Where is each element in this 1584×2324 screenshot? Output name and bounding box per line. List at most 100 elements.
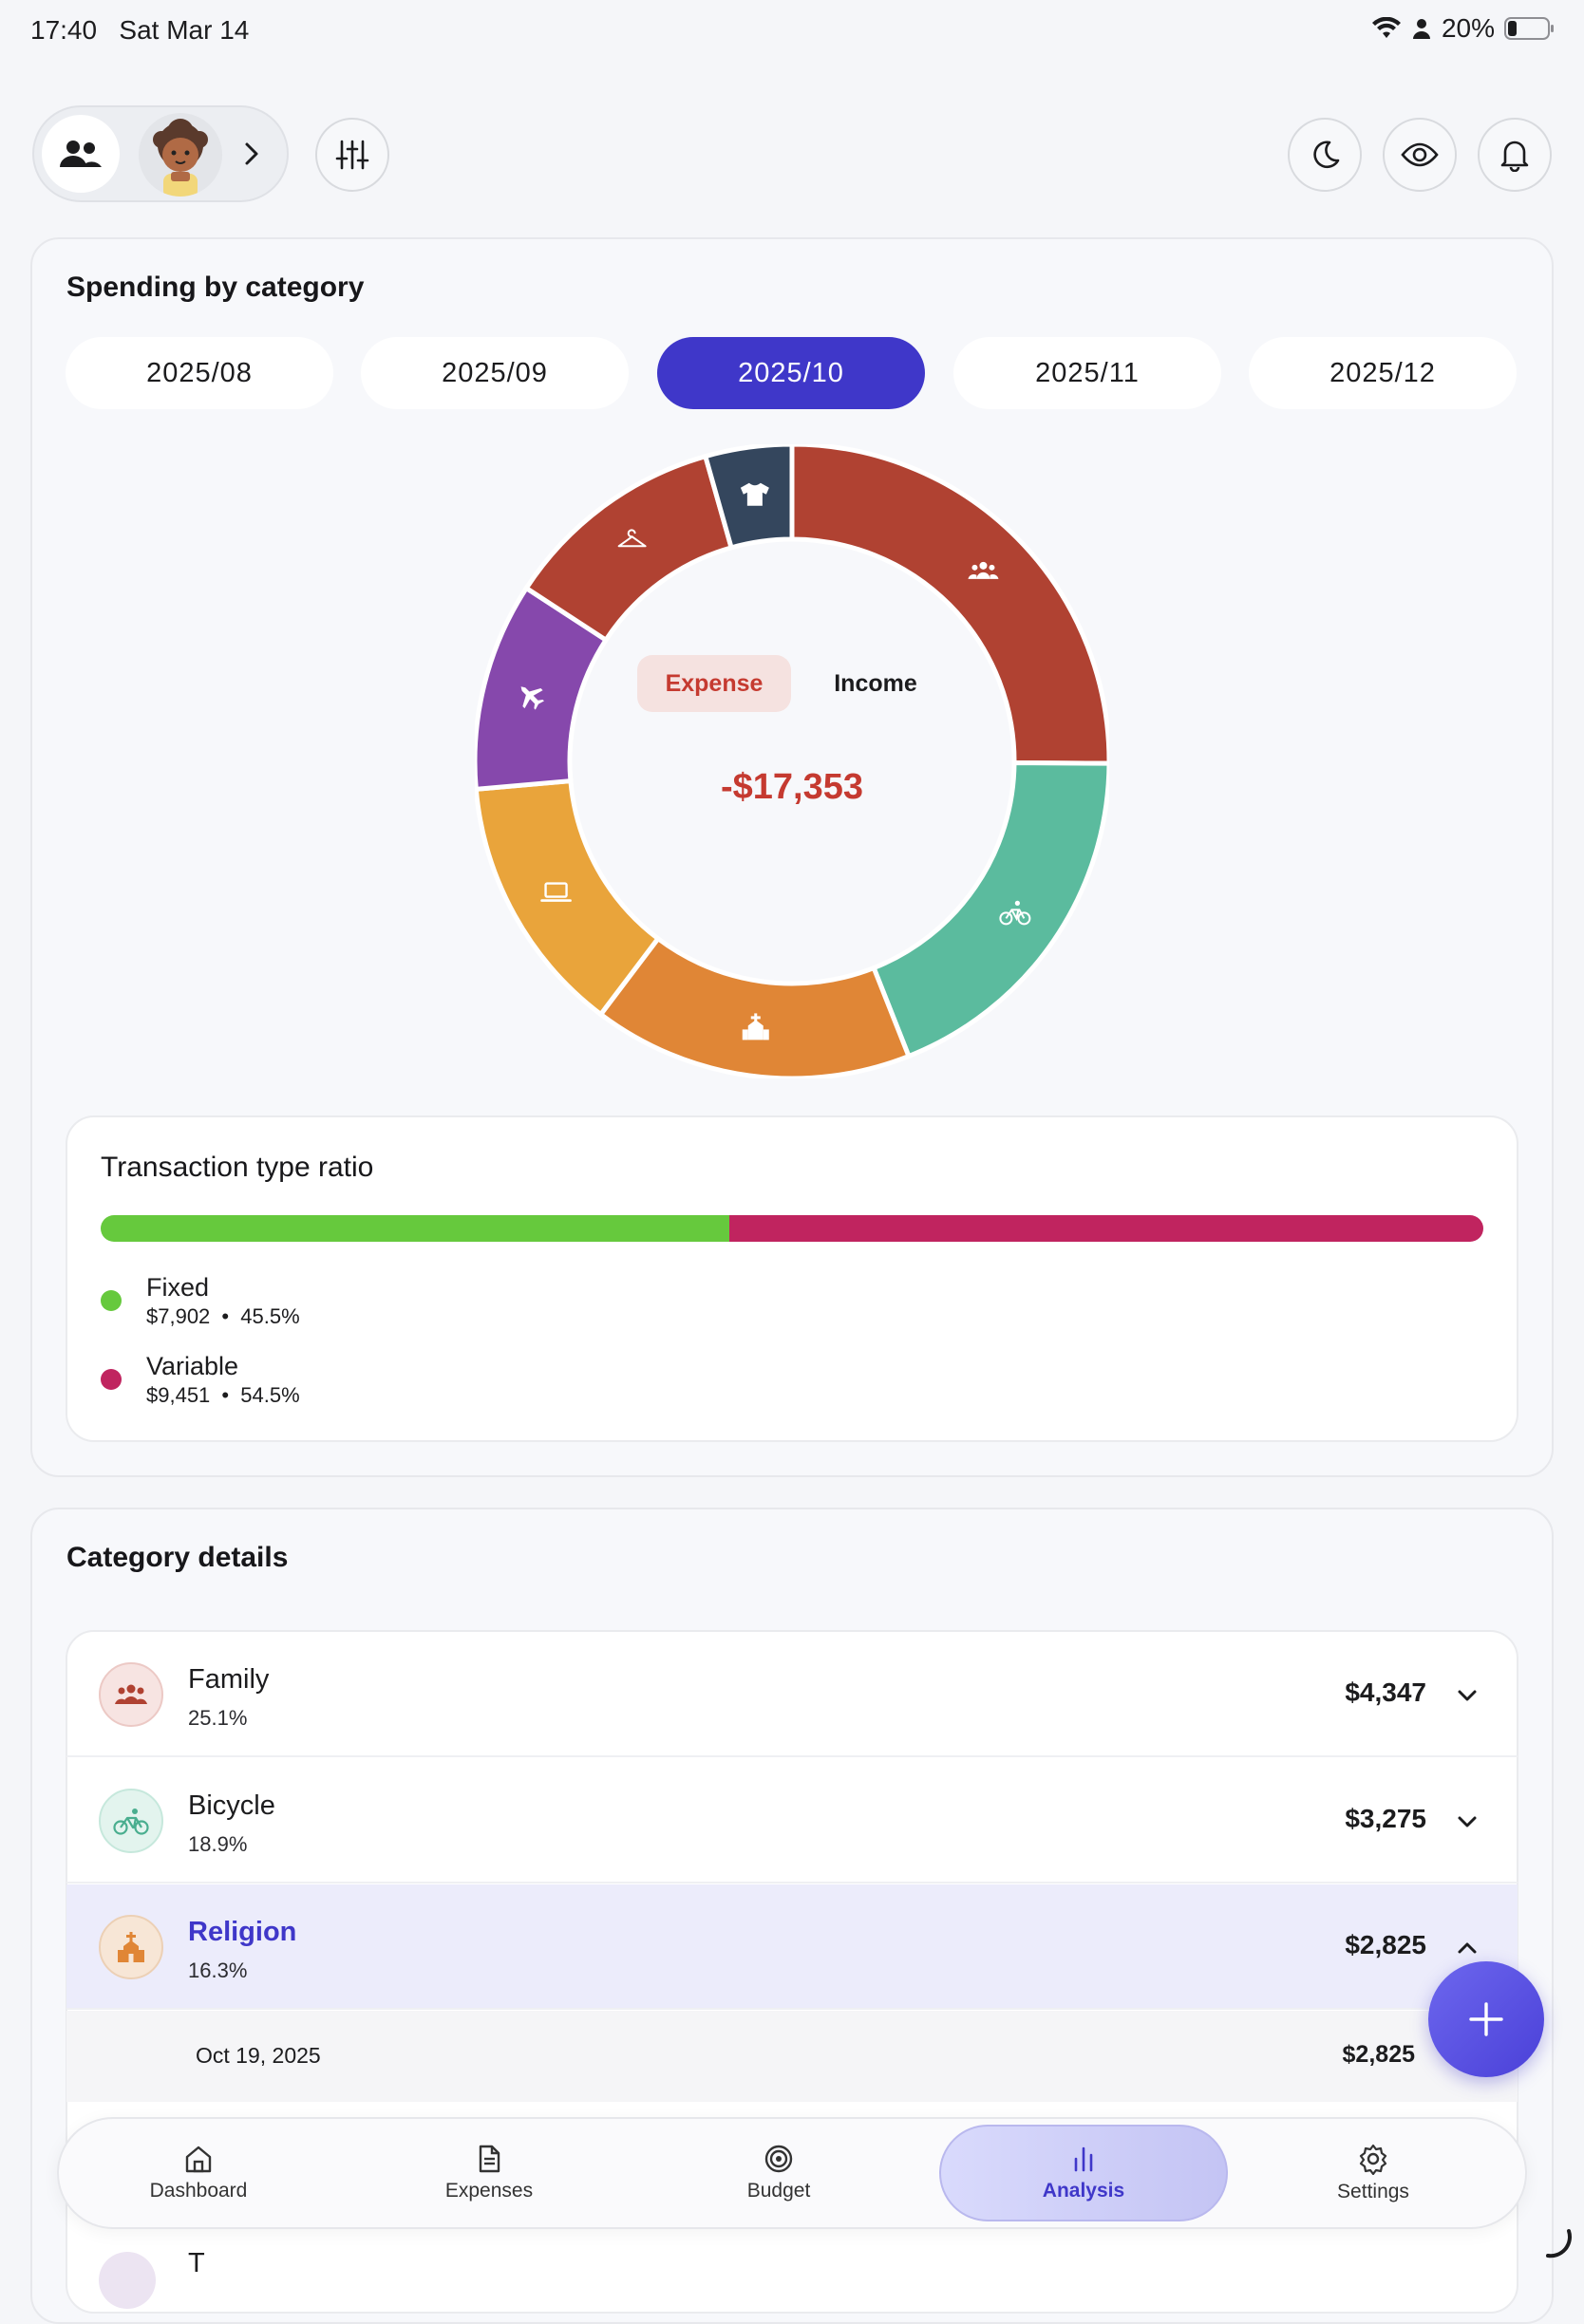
variable-label: Variable	[146, 1352, 239, 1380]
category-amount: $2,825	[1345, 1930, 1426, 1959]
donut-slice-religion[interactable]	[597, 935, 913, 1078]
ratio-bar-variable	[729, 1215, 1483, 1242]
category-percent: 18.9%	[188, 1832, 248, 1856]
chevron-down-icon[interactable]	[1453, 1808, 1481, 1836]
tab-month-3[interactable]: 2025/10	[657, 337, 925, 409]
resize-handle-icon[interactable]	[1544, 2227, 1573, 2259]
nav-label: Dashboard	[149, 2180, 248, 2202]
visibility-button[interactable]	[1383, 118, 1457, 192]
nav-settings[interactable]: Settings	[1231, 2119, 1516, 2227]
tab-month-4[interactable]: 2025/11	[953, 337, 1221, 409]
add-expense-button[interactable]	[1428, 1961, 1544, 2077]
airplane-icon	[520, 686, 544, 710]
transaction-row[interactable]: Oct 19, 2025 $2,825	[66, 2011, 1518, 2102]
category-percent: 25.1%	[188, 1706, 248, 1730]
transaction-ratio-card	[66, 1115, 1518, 1442]
category-row-family[interactable]: Family 25.1% $4,347	[66, 1632, 1518, 1757]
fixed-label: Fixed	[146, 1273, 210, 1302]
gear-icon	[1359, 2144, 1387, 2175]
next-category-icon	[99, 2252, 156, 2309]
notifications-button[interactable]	[1478, 118, 1552, 192]
tab-month-1[interactable]: 2025/08	[66, 337, 333, 409]
category-name: Family	[188, 1664, 270, 1695]
bicycle-category-icon	[99, 1789, 163, 1853]
dark-mode-button[interactable]	[1288, 118, 1362, 192]
nav-label: Settings	[1337, 2181, 1409, 2202]
avatar-face-icon	[153, 119, 208, 197]
transaction-date: Oct 19, 2025	[196, 2043, 321, 2068]
plus-icon	[1469, 2002, 1503, 2036]
nav-analysis[interactable]: Analysis	[941, 2119, 1226, 2227]
category-details-title: Category details	[66, 1542, 289, 1573]
tab-month-5[interactable]: 2025/12	[1249, 337, 1517, 409]
chevron-right-icon[interactable]	[237, 137, 266, 171]
fixed-separator: •	[221, 1304, 230, 1328]
chevron-down-icon[interactable]	[1453, 1681, 1481, 1710]
tshirt-icon	[740, 482, 769, 506]
fixed-detail: $7,902 • 45.5%	[146, 1304, 300, 1329]
nav-dashboard[interactable]: Dashboard	[56, 2119, 341, 2227]
church-icon	[118, 1932, 144, 1962]
tab-month-2[interactable]: 2025/09	[361, 337, 629, 409]
nav-expenses[interactable]: Expenses	[347, 2119, 632, 2227]
category-row-religion[interactable]: Religion 16.3% $2,825	[66, 1884, 1518, 2010]
next-category-name: T	[188, 2248, 205, 2278]
avatar[interactable]	[139, 113, 222, 197]
family-category-icon	[99, 1662, 163, 1727]
category-name: Religion	[188, 1917, 297, 1947]
person-icon	[1412, 19, 1430, 39]
variable-amount: $9,451	[146, 1383, 211, 1407]
wifi-icon	[1371, 17, 1401, 38]
bar-chart-icon	[1074, 2146, 1093, 2172]
fixed-percent: 45.5%	[240, 1304, 300, 1328]
ratio-bar	[101, 1215, 1483, 1242]
group-button[interactable]	[42, 115, 120, 193]
category-amount: $3,275	[1345, 1804, 1426, 1833]
filter-button[interactable]	[315, 118, 389, 192]
variable-dot	[101, 1369, 122, 1390]
document-icon	[479, 2145, 500, 2173]
total-amount: -$17,353	[720, 767, 863, 807]
spending-title: Spending by category	[66, 272, 365, 303]
sliders-icon	[335, 140, 369, 170]
laptop-icon	[540, 882, 572, 902]
bicycle-icon	[113, 1809, 149, 1835]
status-bar-indicators: 20%	[1371, 13, 1556, 44]
category-amount: $4,347	[1345, 1677, 1426, 1707]
status-time: 17:40	[30, 15, 98, 45]
transaction-amount: $2,825	[1342, 2041, 1415, 2068]
nav-label: Expenses	[444, 2180, 534, 2202]
fixed-dot	[101, 1290, 122, 1311]
target-icon	[764, 2145, 793, 2173]
chevron-up-icon[interactable]	[1453, 1934, 1481, 1962]
income-toggle[interactable]: Income	[834, 669, 917, 697]
nav-label: Budget	[746, 2180, 811, 2202]
ratio-title: Transaction type ratio	[101, 1152, 374, 1183]
donut-slice-bicycle[interactable]	[870, 759, 1109, 1059]
variable-separator: •	[221, 1383, 230, 1407]
bicycle-icon	[999, 900, 1031, 926]
eye-icon	[1401, 142, 1439, 167]
variable-percent: 54.5%	[240, 1383, 300, 1407]
battery-icon	[1504, 17, 1554, 40]
status-date: Sat Mar 14	[119, 15, 250, 45]
bell-icon	[1500, 141, 1529, 172]
home-icon	[185, 2146, 212, 2173]
category-percent: 16.3%	[188, 1959, 248, 1982]
category-row-bicycle[interactable]: Bicycle 18.9% $3,275	[66, 1758, 1518, 1884]
religion-category-icon	[99, 1915, 163, 1979]
nav-budget[interactable]: Budget	[636, 2119, 921, 2227]
bottom-nav: Dashboard Expenses Budget Analysis Setti…	[57, 2117, 1527, 2229]
donut-chart	[475, 444, 1109, 1078]
family-icon	[115, 1684, 147, 1704]
family-icon	[968, 561, 999, 579]
moon-icon	[1313, 141, 1340, 169]
status-bar-clock: 17:40 Sat Mar 14	[30, 15, 249, 46]
nav-active-indicator	[939, 2125, 1228, 2221]
variable-detail: $9,451 • 54.5%	[146, 1383, 300, 1408]
battery-percent: 20%	[1441, 13, 1495, 43]
nav-label: Analysis	[1042, 2180, 1125, 2202]
donut-slice-family[interactable]	[789, 444, 1109, 766]
group-icon	[60, 141, 102, 167]
expense-toggle[interactable]: Expense	[637, 655, 791, 712]
